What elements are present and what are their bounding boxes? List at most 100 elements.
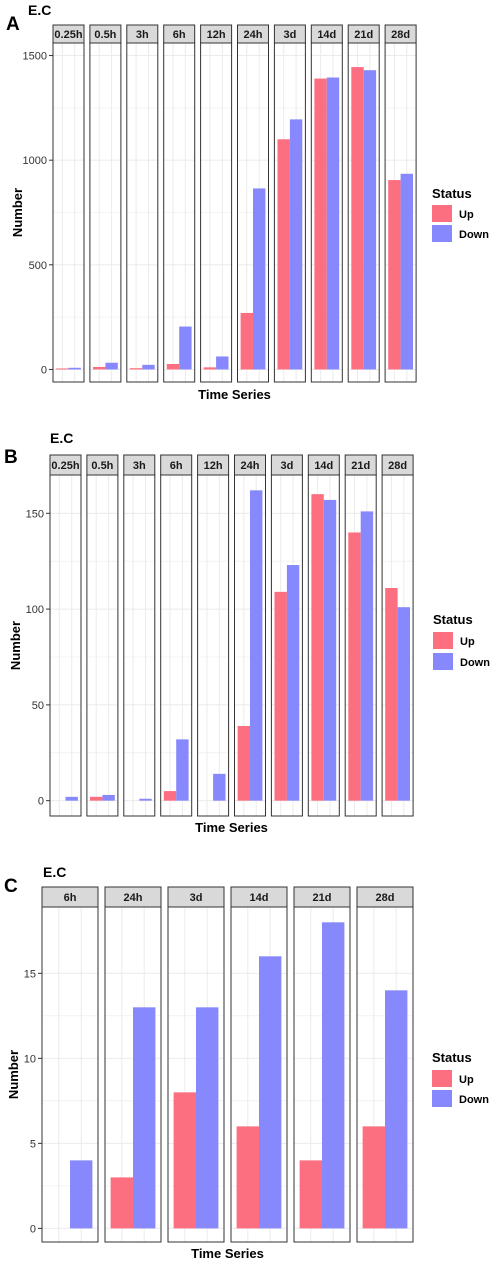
bar-down-24h xyxy=(133,1007,156,1229)
y-tick-label: 50 xyxy=(32,700,44,712)
bar-up-28d xyxy=(385,588,398,801)
y-tick-label: 500 xyxy=(29,260,47,272)
y-axis-title: Number xyxy=(10,188,25,237)
facet-strip-label: 14d xyxy=(317,29,336,41)
facet-14d: 14d xyxy=(230,886,288,1243)
bar-down-3h xyxy=(139,798,152,801)
bar-down-28d xyxy=(400,173,413,370)
y-tick-label: 1000 xyxy=(23,155,47,167)
y-tick-label: 15 xyxy=(24,968,36,980)
legend-key-down xyxy=(433,653,453,670)
bar-up-21d xyxy=(351,67,364,370)
facet-strip xyxy=(381,454,414,476)
facet-21d: 21d xyxy=(344,454,377,817)
facet-28d: 28d xyxy=(384,24,417,383)
y-tick-label: 0 xyxy=(38,796,44,808)
legend: Status Up Down xyxy=(432,186,489,242)
facet-strip xyxy=(126,24,159,44)
panel-b: B E.C 0.25h 0.5h 3h 6h 12h 24h 3d 14d 21d 28d 0 50 100… xyxy=(4,430,490,835)
bar-down-0.25h xyxy=(65,796,78,801)
facet-strip xyxy=(89,24,122,44)
facet-background xyxy=(86,475,118,816)
bar-down-0.5h xyxy=(105,362,118,370)
bar-up-24h xyxy=(240,312,253,370)
facet-strip-label: 24h xyxy=(124,892,143,904)
facet-3d: 3d xyxy=(167,886,225,1243)
panel-a: A E.C0.25h 0.5h 3h 6h 12h 24h 3d 14d 21d 28d 0 500 10… xyxy=(6,2,489,402)
facet-strip-label: 0.5h xyxy=(91,460,113,472)
facet-strip xyxy=(41,886,99,908)
bar-up-3d xyxy=(173,1092,196,1229)
facet-strip xyxy=(52,24,85,44)
facet-strip-label: 28d xyxy=(388,460,407,472)
facet-3h: 3h xyxy=(123,454,156,817)
bar-down-6h xyxy=(179,326,192,370)
bar-up-3d xyxy=(274,591,287,801)
bar-up-0.5h xyxy=(90,796,103,801)
bar-up-3d xyxy=(277,139,290,370)
facet-strip xyxy=(270,454,303,476)
facet-strip-label: 3d xyxy=(190,892,203,904)
panel-label: B xyxy=(4,447,18,468)
facet-strip-label: 14d xyxy=(250,892,269,904)
legend-title: Status xyxy=(432,186,472,201)
bar-down-6h xyxy=(176,739,189,801)
y-axis-title: Number xyxy=(8,621,23,670)
legend-key-up xyxy=(432,205,452,222)
facet-strip-label: 14d xyxy=(314,460,333,472)
y-tick-label: 5 xyxy=(30,1138,36,1150)
bar-down-21d xyxy=(363,70,377,370)
bar-down-14d xyxy=(323,499,337,801)
bar-down-3d xyxy=(286,565,300,801)
facet-28d: 28d xyxy=(356,886,414,1243)
bar-down-3d xyxy=(289,119,303,370)
bar-down-12h xyxy=(213,773,226,801)
facet-strip-label: 21d xyxy=(313,892,332,904)
legend-label-up: Up xyxy=(460,636,475,648)
facet-28d: 28d xyxy=(381,454,414,817)
bar-up-12h xyxy=(203,367,217,370)
facet-strip xyxy=(200,24,233,44)
facet-24h: 24h xyxy=(237,24,269,383)
facet-3h: 3h xyxy=(126,24,159,383)
facet-strip-label: 3h xyxy=(136,29,149,41)
panel-title: E.C xyxy=(28,2,51,18)
legend-key-up xyxy=(433,632,453,649)
bar-down-14d xyxy=(259,956,282,1229)
bar-up-24h xyxy=(237,725,250,801)
bar-down-28d xyxy=(385,990,408,1229)
bar-down-6h xyxy=(70,1160,93,1229)
y-tick-label: 0 xyxy=(30,1223,36,1235)
facet-strip xyxy=(49,454,82,476)
bar-down-14d xyxy=(326,77,340,370)
x-axis-title: Time Series xyxy=(198,387,271,402)
y-axis-title: Number xyxy=(6,1050,21,1099)
panel-c: C E.C 6h 24h 3d 14d 21d 28d 0 5 10 15 Time Series Num… xyxy=(4,864,489,1261)
facet-strip-label: 6h xyxy=(170,460,183,472)
bar-down-21d xyxy=(322,922,345,1229)
bar-up-6h xyxy=(163,791,177,801)
bar-down-0.5h xyxy=(102,794,115,801)
facet-strip-label: 3d xyxy=(283,29,296,41)
facet-strip xyxy=(104,886,162,908)
bar-up-0.5h xyxy=(93,366,106,370)
facet-strip-label: 3d xyxy=(280,460,293,472)
bar-up-6h xyxy=(166,364,180,370)
facet-6h: 6h xyxy=(41,886,99,1243)
y-tick-label: 10 xyxy=(24,1053,36,1065)
y-tick-label: 100 xyxy=(26,604,44,616)
bar-up-21d xyxy=(348,532,361,801)
legend-label-down: Down xyxy=(459,229,489,241)
facet-strip-label: 6h xyxy=(64,892,77,904)
facet-strip-label: 0.5h xyxy=(94,29,116,41)
facet-24h: 24h xyxy=(104,886,162,1243)
facet-strip xyxy=(273,24,306,44)
legend: Status Up Down xyxy=(433,612,490,670)
x-axis-title: Time Series xyxy=(191,1246,264,1261)
facet-strip-label: 28d xyxy=(376,892,395,904)
facet-21d: 21d xyxy=(293,886,351,1243)
facet-strip-label: 3h xyxy=(133,460,146,472)
facet-strip xyxy=(160,454,193,476)
bar-down-24h xyxy=(250,490,263,801)
